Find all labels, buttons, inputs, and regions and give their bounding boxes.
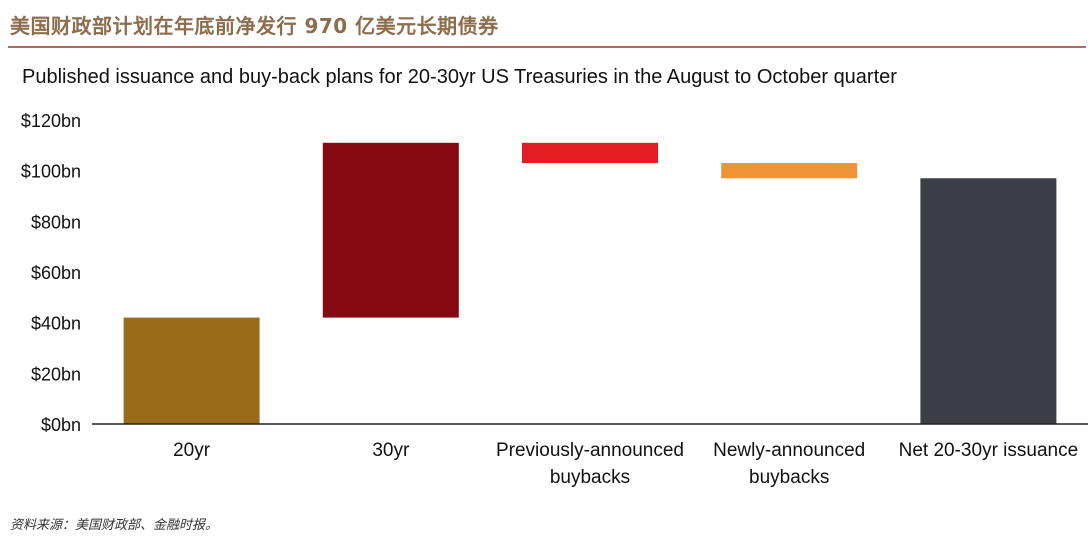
y-tick-label: $120bn: [21, 111, 81, 131]
y-tick-label: $80bn: [31, 212, 81, 232]
waterfall-bar: [522, 142, 658, 164]
x-category-label: 20yr: [173, 440, 211, 461]
waterfall-bar: [322, 142, 459, 318]
y-axis-ticks: $0bn $20bn $40bn $60bn $80bn $100bn $120bn: [21, 111, 81, 435]
x-category-label: 30yr: [372, 440, 410, 461]
chart-title: Published issuance and buy-back plans fo…: [22, 66, 897, 88]
x-category-label: Net 20-30yr issuance: [899, 440, 1079, 461]
page-title: 美国财政部计划在年底前净发行 970 亿美元长期债券: [10, 14, 499, 38]
x-category-label: Newly-announced buybacks: [713, 440, 865, 488]
waterfall-bar: [721, 163, 858, 179]
x-axis-labels: 20yr 30yr Previously-announced buybacks Newl…: [173, 440, 1078, 488]
y-tick-label: $0bn: [41, 415, 81, 435]
page-header: 美国财政部计划在年底前净发行 970 亿美元长期债券: [10, 6, 1080, 42]
waterfall-bar: [920, 178, 1057, 424]
y-tick-label: $100bn: [21, 162, 81, 182]
y-tick-label: $40bn: [31, 314, 81, 334]
title-divider: [8, 46, 1086, 48]
y-tick-label: $60bn: [31, 263, 81, 283]
waterfall-bar: [123, 317, 260, 424]
source-note: 资料来源：美国财政部、金融时报。: [10, 518, 219, 533]
y-tick-label: $20bn: [31, 364, 81, 384]
x-category-label: Previously-announced buybacks: [496, 440, 684, 488]
bar-series: [123, 142, 1057, 424]
